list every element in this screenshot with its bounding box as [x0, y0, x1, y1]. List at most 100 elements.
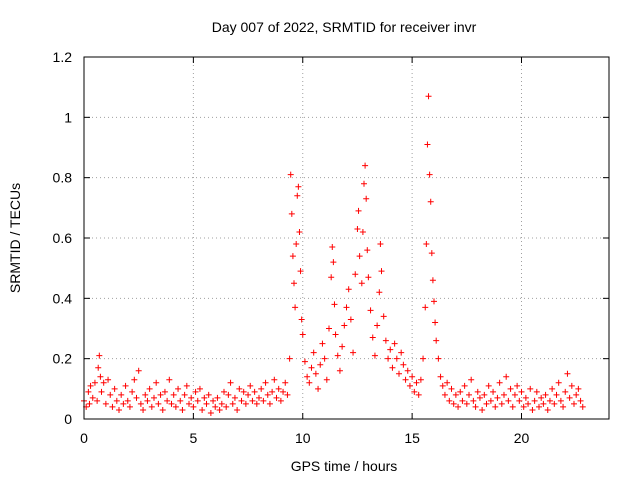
- data-point: [205, 391, 212, 398]
- data-point: [304, 373, 311, 380]
- data-point: [463, 400, 470, 407]
- data-point: [363, 195, 370, 202]
- data-point: [229, 400, 236, 407]
- data-point: [429, 277, 436, 284]
- data-point: [490, 388, 497, 395]
- data-point: [538, 394, 545, 401]
- data-point: [404, 367, 411, 374]
- x-axis: 0 5 10 15 20: [80, 57, 529, 446]
- data-point: [287, 171, 294, 178]
- data-point: [441, 391, 448, 398]
- data-point: [485, 382, 492, 389]
- data-point: [371, 352, 378, 359]
- data-point: [498, 400, 505, 407]
- data-point: [382, 337, 389, 344]
- data-point: [579, 403, 586, 410]
- data-point: [345, 286, 352, 293]
- x-tick-label: 0: [80, 430, 88, 446]
- data-point: [266, 400, 273, 407]
- data-point: [448, 385, 455, 392]
- data-point: [479, 406, 486, 413]
- data-point: [293, 241, 300, 248]
- data-point: [225, 391, 232, 398]
- data-point: [298, 316, 305, 323]
- data-point: [135, 367, 142, 374]
- data-point: [496, 379, 503, 386]
- data-point: [118, 391, 125, 398]
- data-point: [334, 352, 341, 359]
- data-point: [507, 385, 514, 392]
- data-point: [170, 391, 177, 398]
- data-point: [444, 379, 451, 386]
- data-point: [299, 331, 306, 338]
- data-point: [328, 274, 335, 281]
- data-point: [427, 198, 434, 205]
- data-point: [501, 391, 507, 398]
- y-tick-label: 0.4: [53, 290, 73, 306]
- data-point: [91, 379, 98, 386]
- data-point: [359, 228, 366, 235]
- data-point: [120, 400, 127, 407]
- data-point: [364, 247, 371, 254]
- data-point: [94, 397, 101, 404]
- data-point: [234, 406, 241, 413]
- data-point: [428, 250, 435, 257]
- plot-frame: [83, 56, 610, 420]
- y-tick-label: 1: [64, 109, 72, 125]
- x-tick-label: 15: [404, 430, 420, 446]
- data-point: [391, 340, 398, 347]
- data-point: [277, 397, 284, 404]
- data-point: [439, 382, 446, 389]
- data-point: [461, 382, 468, 389]
- data-point: [317, 361, 324, 368]
- data-point: [95, 364, 102, 371]
- y-tick-label: 0.2: [53, 351, 73, 367]
- data-point: [433, 337, 440, 344]
- data-point: [308, 364, 315, 371]
- data-point: [179, 406, 186, 413]
- data-point: [562, 388, 569, 395]
- data-point: [249, 397, 256, 404]
- data-point: [256, 394, 262, 401]
- data-point: [116, 406, 122, 413]
- data-point: [402, 376, 409, 383]
- data-point: [280, 388, 287, 395]
- data-point: [350, 349, 357, 356]
- data-point: [525, 400, 532, 407]
- data-point: [518, 388, 525, 395]
- data-point: [367, 307, 374, 314]
- data-point: [113, 397, 120, 404]
- data-point: [470, 397, 477, 404]
- data-point: [415, 391, 422, 398]
- data-point: [153, 379, 160, 386]
- data-point: [568, 382, 575, 389]
- data-point: [354, 225, 361, 232]
- data-point: [551, 400, 558, 407]
- data-point: [455, 403, 462, 410]
- data-point: [450, 400, 457, 407]
- data-point: [107, 391, 114, 398]
- data-point: [457, 388, 464, 395]
- data-point: [295, 183, 302, 190]
- data-point: [231, 394, 238, 401]
- data-point: [352, 271, 359, 278]
- data-point: [529, 406, 536, 413]
- data-point: [203, 400, 210, 407]
- data-point: [188, 394, 195, 401]
- data-point: [258, 385, 265, 392]
- data-point: [124, 397, 131, 404]
- data-point: [571, 400, 577, 407]
- data-point: [377, 241, 384, 248]
- data-point: [321, 355, 328, 362]
- data-point: [194, 397, 201, 404]
- data-point: [289, 253, 296, 260]
- data-point: [157, 391, 164, 398]
- data-point: [378, 268, 385, 275]
- data-point: [553, 391, 560, 398]
- data-point: [100, 379, 107, 386]
- data-point: [546, 397, 553, 404]
- data-point: [164, 397, 171, 404]
- data-point: [361, 180, 367, 187]
- data-point: [542, 391, 549, 398]
